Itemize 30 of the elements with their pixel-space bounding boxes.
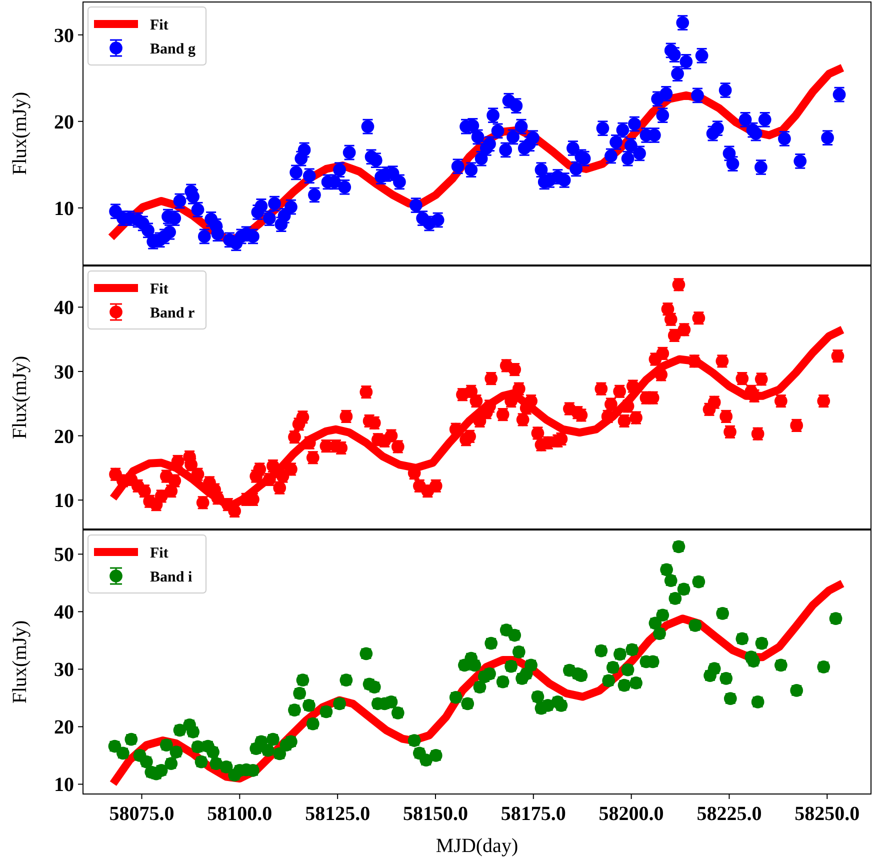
x-tick-label: 58200.0 (598, 803, 664, 825)
legend-label: Band g (150, 41, 196, 58)
x-axis-title: MJD(day) (436, 835, 518, 857)
legend-label: Fit (150, 281, 168, 298)
y-tick-label: 20 (54, 716, 74, 739)
y-tick-label: 20 (54, 426, 74, 448)
y-tick-label: 10 (54, 198, 74, 220)
x-tick-label: 58175.0 (500, 803, 566, 825)
x-tick-label: 58150.0 (402, 803, 468, 825)
x-tick-label: 58100.0 (207, 803, 272, 825)
x-tick-label: 58125.0 (305, 803, 370, 825)
legend-label: Band r (150, 305, 195, 322)
legend-label: Fit (150, 545, 168, 562)
x-tick-label: 58225.0 (696, 803, 762, 825)
y-tick-label: 30 (54, 659, 74, 682)
y-axis-title: Flux(mJy) (9, 620, 31, 704)
y-tick-label: 10 (54, 490, 74, 512)
y-axis-title: Flux(mJy) (9, 92, 31, 176)
x-tick-label: 58075.0 (109, 803, 174, 825)
y-tick-label: 30 (54, 24, 74, 47)
y-tick-label: 20 (54, 111, 74, 134)
y-tick-label: 40 (54, 297, 74, 320)
y-tick-label: 40 (54, 602, 74, 624)
x-tick-label: 58250.0 (794, 803, 860, 825)
y-tick-label: 10 (54, 774, 74, 796)
y-tick-label: 30 (54, 361, 74, 384)
y-tick-label: 50 (54, 544, 74, 566)
y-axis-title: Flux(mJy) (9, 356, 31, 440)
legend-label: Fit (150, 17, 168, 34)
legend-label: Band i (150, 569, 192, 586)
